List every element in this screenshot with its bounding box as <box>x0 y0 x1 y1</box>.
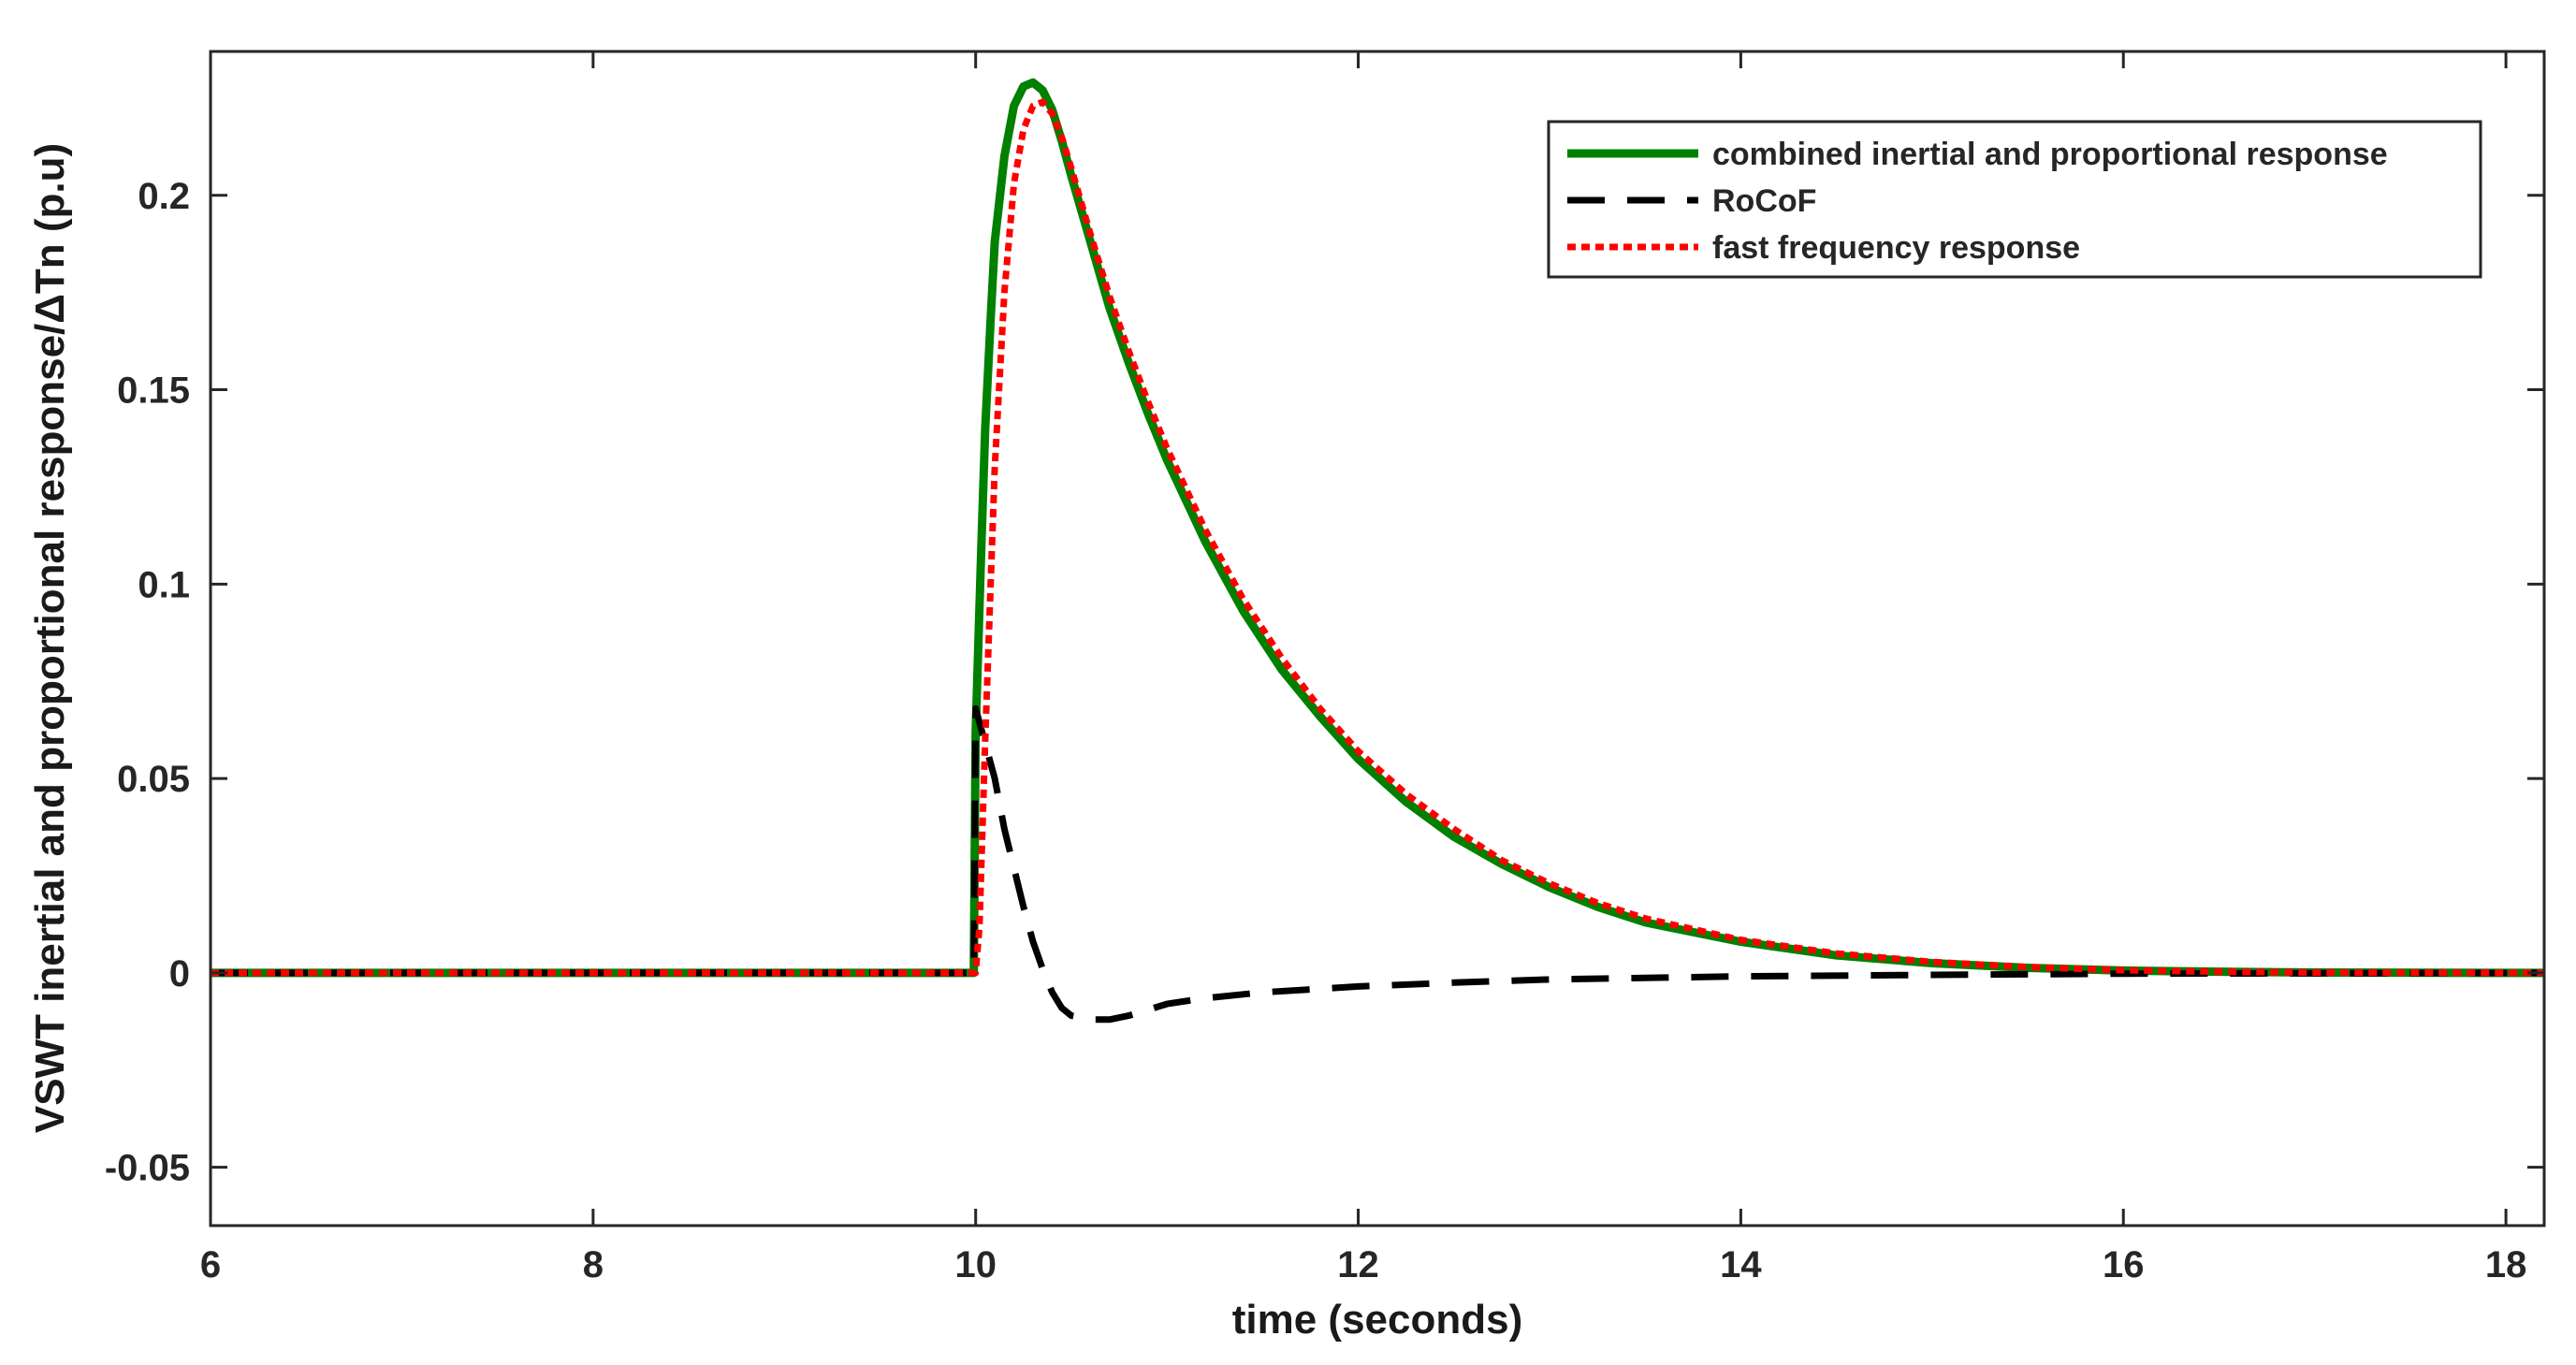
y-tick-label: 0.15 <box>117 370 190 412</box>
y-tick-label: 0.2 <box>138 176 190 217</box>
x-tick-label: 16 <box>2103 1244 2145 1285</box>
x-tick-label: 6 <box>200 1244 221 1285</box>
x-tick-label: 18 <box>2485 1244 2527 1285</box>
series-line-1 <box>211 704 2545 1024</box>
series-layer <box>211 78 2545 1024</box>
legend[interactable]: combined inertial and proportional respo… <box>1547 120 2482 279</box>
series-line-0 <box>211 78 2545 978</box>
series-line-2 <box>211 98 2545 977</box>
axes-box <box>209 50 2546 1227</box>
x-tick-label: 12 <box>1337 1244 1379 1285</box>
legend-label-0: combined inertial and proportional respo… <box>1712 137 2388 172</box>
legend-label-2: fast frequency response <box>1712 230 2080 266</box>
y-axis-label: VSWT inertial and proportional response/… <box>27 143 73 1133</box>
x-tick-label: 8 <box>583 1244 604 1285</box>
y-tick-label: 0.05 <box>117 759 190 800</box>
legend-box <box>1547 120 2482 279</box>
legend-label-1: RoCoF <box>1712 183 1816 219</box>
x-axis-label: time (seconds) <box>1232 1297 1523 1343</box>
x-tick-label: 14 <box>1720 1244 1762 1285</box>
y-tick-label: -0.05 <box>105 1148 190 1189</box>
ticks-layer: 6 8 10 12 14 16 18 -0.05 0 0.05 0.1 0.15 0.2 <box>105 51 2544 1285</box>
x-tick-label: 10 <box>954 1244 997 1285</box>
y-tick-label: 0.1 <box>138 564 190 605</box>
y-tick-label: 0 <box>169 953 190 995</box>
